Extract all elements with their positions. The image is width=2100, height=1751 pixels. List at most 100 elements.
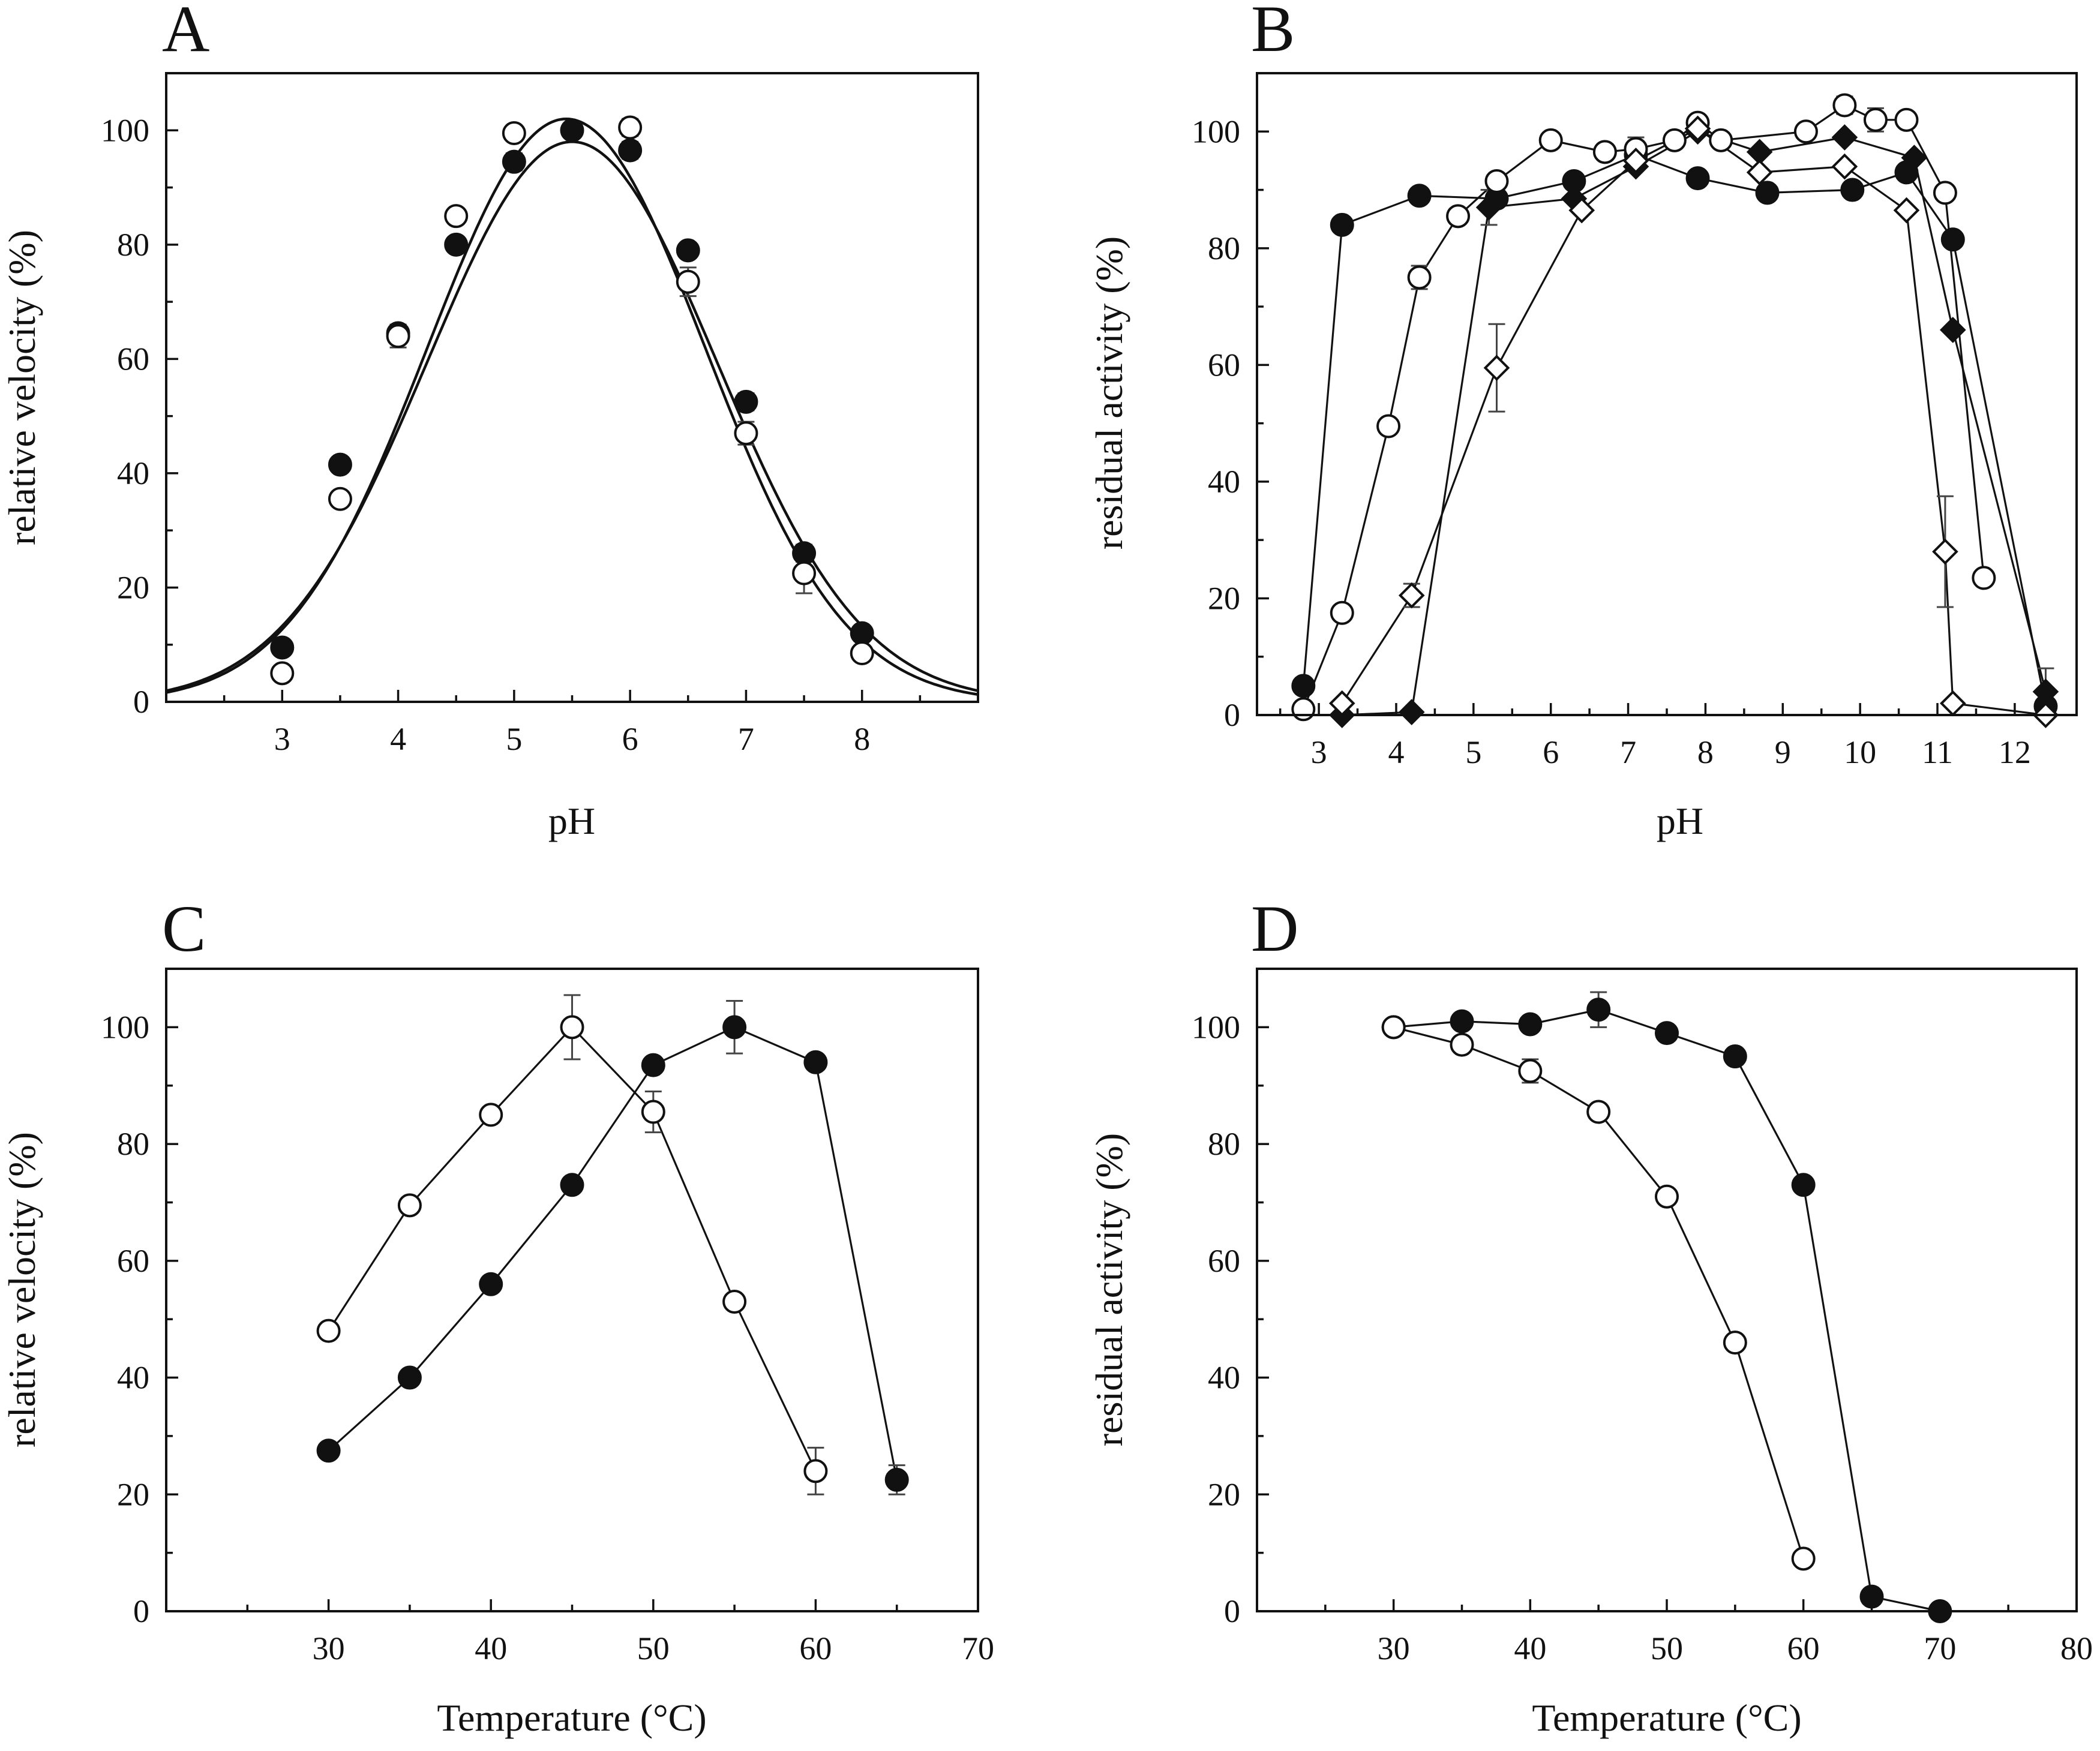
panel-b-series-4-point [1746,159,1773,186]
panel-b-series-2-point [1933,181,1957,205]
panel-b-xtick-label-6: 6 [1543,734,1559,770]
panel-c-plot: 0 20 40 60 80 100 30 40 50 60 70 [101,968,994,1666]
panel-a-ytick-label-80: 80 [117,227,149,263]
panel-a-fit-curve-2 [166,140,979,692]
panel-a-ytick-label-20: 20 [117,569,149,605]
panel-c-ylabel: relative velocity (%) [1,1132,43,1447]
panel-c-xlabel: Temperature (°C) [437,1696,706,1739]
panel-c-xtick-label-70: 70 [962,1630,994,1666]
panel-d-plot: 0 20 40 60 80 100 30 40 50 60 70 80 [1192,968,2093,1666]
panel-a-fit-curve-1 [166,117,979,696]
panel-a-ytick-label-100: 100 [101,112,149,148]
panel-c-series-1-line [328,1026,817,1471]
panel-c-series-1-point [479,1103,503,1127]
panel-c-ytick-label-60: 60 [117,1243,149,1279]
panel-b-ytick-label-60: 60 [1208,347,1240,383]
panel-b-series-4-point [1831,153,1858,180]
panel-d-series-1-point [1791,1173,1816,1197]
panel-b-xtick-label-8: 8 [1697,734,1714,770]
panel-b: B 0 20 40 60 80 100 3 4 5 6 7 8 9 10 11 12 pH residual … [1088,0,2078,842]
panel-a-series-2-point [444,204,469,229]
panel-d-series-2-point [1791,1546,1816,1571]
panel-d-series-1-point [1450,1009,1474,1034]
panel-d-xtick-label-60: 60 [1787,1630,1820,1666]
panel-b-series-4-point [1939,690,1966,717]
panel-b-series-2-point [1793,119,1818,144]
panel-a-letter: A [162,0,209,65]
panel-b-series-4-point [1398,582,1425,609]
panel-d-series-1-point [1859,1584,1884,1609]
panel-d-xtick-label-40: 40 [1514,1630,1546,1666]
panel-a-series-2-point [502,121,526,146]
panel-a-series-1-point [792,541,817,566]
panel-b-series-3-point [1939,317,1966,343]
panel-a-series-2-point [734,421,758,446]
panel-b-series-1-point [1407,184,1432,208]
panel-b-series-2-point [1446,204,1471,229]
panel-c-xtick-label-50: 50 [637,1630,670,1666]
panel-c-letter: C [162,892,206,965]
panel-b-series-1-point [1755,181,1780,205]
panel-b-series-2-line [1302,104,1985,710]
panel-b-series-4-line [1341,127,2046,716]
panel-d-series-2-point [1655,1184,1679,1209]
panel-b-ylabel: residual activity (%) [1088,236,1130,549]
panel-b-series-3-point [1398,699,1425,725]
panel-d-series-1-point [1586,998,1611,1022]
panel-a-xtick-label-4: 4 [390,721,406,757]
panel-a-series-1-point [618,138,643,163]
panel-c-series-1-point [641,1100,665,1124]
panel-b-ytick-label-0: 0 [1224,697,1240,733]
panel-d-series-1-point [1655,1021,1679,1046]
panel-a-ylabel: relative velocity (%) [1,230,43,545]
panel-d-series-2-point [1381,1015,1406,1040]
panel-d-ytick-label-20: 20 [1208,1476,1240,1512]
panel-d-ytick-label-60: 60 [1208,1243,1240,1279]
panel-a-frame [165,72,979,703]
panel-a-xtick-label-3: 3 [274,721,290,757]
panel-c-ytick-label-100: 100 [101,1009,149,1045]
panel-d-series-2-point [1450,1032,1474,1057]
panel-b-series-2-point [1376,414,1401,438]
panel-a-series-2-point [792,561,817,585]
panel-c-xtick-label-60: 60 [799,1630,832,1666]
panel-a-xtick-label-6: 6 [622,721,638,757]
panel-c-series-1-point [397,1193,422,1218]
panel-b-series-1-point [1685,166,1710,191]
panel-a-series-2-point [386,324,410,349]
panel-b-series-2-point [1662,128,1687,152]
panel-b-ytick-label-100: 100 [1192,113,1240,149]
panel-a-plot: 0 20 40 60 80 100 3 4 5 6 7 8 [101,72,979,757]
panel-b-xtick-label-5: 5 [1465,734,1481,770]
panel-b-series-1-point [1330,212,1354,237]
panel-a-series-1-point [734,389,758,414]
panel-a-series-1-point [444,232,469,257]
panel-a-xtick-label-5: 5 [506,721,522,757]
panel-b-series-2-point [1863,107,1888,132]
panel-b-series-4-point [1483,355,1510,382]
panel-d-ylabel: residual activity (%) [1088,1133,1130,1446]
panel-b-series-4-point [1568,197,1595,224]
panel-a-ytick-label-0: 0 [133,684,149,720]
panel-b-series-2-point [1484,169,1509,193]
panel-a-xtick-label-7: 7 [738,721,754,757]
panel-c-ytick-label-20: 20 [117,1476,149,1512]
panel-d-ytick-label-80: 80 [1208,1126,1240,1162]
panel-c-series-2-point [641,1053,665,1077]
panel-a-series-1-point [270,635,295,660]
panel-b-frame [1256,72,2078,716]
panel-a-series-2-point [328,486,352,511]
panel-d-xlabel: Temperature (°C) [1532,1696,1801,1739]
panel-c-ytick-label-40: 40 [117,1360,149,1396]
panel-b-series-2-point [1832,93,1857,118]
panel-b-series-2-point [1291,697,1316,722]
panel-c-ytick-label-80: 80 [117,1126,149,1162]
panel-b-series-2-point [1709,128,1733,152]
panel-b-series-1-point [1940,227,1965,252]
panel-b-series-1-point [1291,674,1316,698]
panel-a-series-1-point [850,621,874,645]
panel-c-series-2-point [803,1050,828,1074]
panel-b-series-2-point [1894,107,1919,132]
panel-a-ytick-label-40: 40 [117,455,149,491]
panel-c-xtick-label-30: 30 [313,1630,345,1666]
